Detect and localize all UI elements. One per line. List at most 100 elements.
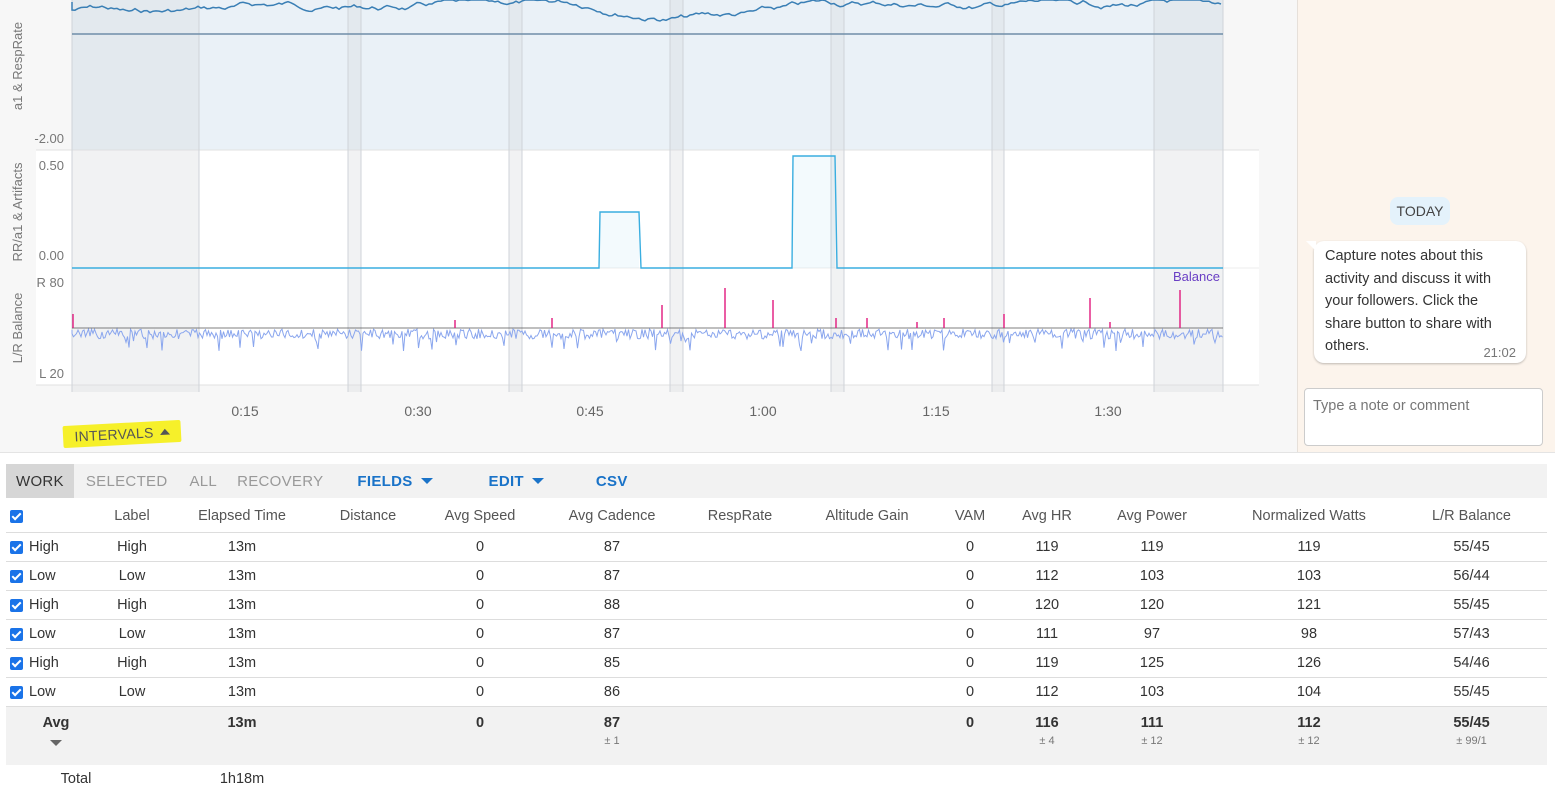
cell-label: Low	[106, 561, 158, 591]
select-all-checkbox[interactable]	[6, 500, 106, 533]
avg-hr-sd: ± 4	[1039, 735, 1055, 747]
comment-input[interactable]	[1304, 388, 1543, 446]
cell-elapsed: 13m	[158, 677, 326, 707]
total-label: Total	[60, 771, 92, 787]
avg-lr-sd: ± 99/1	[1456, 735, 1487, 747]
row-select[interactable]: Low	[6, 561, 106, 591]
col-header-altitude-gain[interactable]: Altitude Gain	[806, 500, 928, 533]
checkbox-checked-icon	[10, 540, 23, 554]
total-row: Total 1h18m	[6, 765, 1547, 793]
cell-elapsed: 13m	[158, 561, 326, 591]
checkbox-checked-icon	[10, 656, 23, 670]
avg-cadence: 87 ± 1	[550, 706, 674, 765]
cell-distance	[326, 590, 410, 620]
balance-series-label: Balance	[1173, 269, 1220, 284]
cell-altitude-gain	[806, 590, 928, 620]
today-badge: TODAY	[1390, 197, 1450, 225]
x-tick-1-15: 1:15	[922, 403, 949, 419]
table-row[interactable]: High High 13m 0 88 0 120 120 121 55/45	[6, 590, 1547, 620]
row-name: Low	[29, 626, 56, 642]
cell-avg-hr: 112	[1012, 677, 1082, 707]
table-row[interactable]: High High 13m 0 85 0 119 125 126 54/46	[6, 648, 1547, 678]
avg-resprate	[674, 706, 806, 765]
tab-selected[interactable]: SELECTED	[85, 472, 168, 490]
cell-vam: 0	[928, 619, 1012, 649]
caret-up-icon	[159, 428, 170, 436]
cell-avg-power: 125	[1082, 648, 1222, 678]
cell-avg-cadence: 85	[550, 648, 674, 678]
charts-svg[interactable]: a1 & RespRate -2.00 RR/a1 & Artifacts 0.…	[0, 0, 1297, 452]
artifact-fill	[793, 156, 835, 268]
col-header-distance[interactable]: Distance	[326, 500, 410, 533]
section-divider	[0, 452, 1555, 453]
col-header-label[interactable]: Label	[106, 500, 158, 533]
avg-power-sd: ± 12	[1141, 735, 1163, 747]
cell-lr-balance: 56/44	[1396, 561, 1547, 591]
col-header-avg-cadence[interactable]: Avg Cadence	[550, 500, 674, 533]
table-row[interactable]: High High 13m 0 87 0 119 119 119 55/45	[6, 532, 1547, 562]
avg-np-value: 112	[1297, 715, 1321, 731]
col-header-avg-speed[interactable]: Avg Speed	[410, 500, 550, 533]
interval-gap-band	[348, 0, 361, 392]
tab-work[interactable]: WORK	[6, 464, 74, 498]
tab-all[interactable]: ALL	[189, 472, 218, 490]
cell-avg-speed: 0	[410, 619, 550, 649]
cell-avg-power: 103	[1082, 677, 1222, 707]
cell-distance	[326, 561, 410, 591]
cell-avg-speed: 0	[410, 590, 550, 620]
interval-gap-band	[1154, 0, 1223, 392]
row-select[interactable]: High	[6, 590, 106, 620]
y-tick-balance-top: R 80	[37, 275, 64, 290]
intervals-table: Label Elapsed Time Distance Avg Speed Av…	[6, 500, 1547, 793]
col-header-avg-power[interactable]: Avg Power	[1082, 500, 1222, 533]
table-row[interactable]: Low Low 13m 0 87 0 112 103 103 56/44	[6, 561, 1547, 591]
row-select[interactable]: High	[6, 532, 106, 562]
cell-avg-cadence: 87	[550, 619, 674, 649]
col-header-normalized-watts[interactable]: Normalized Watts	[1222, 500, 1396, 533]
fields-menu-button[interactable]: FIELDS	[323, 464, 433, 498]
cell-avg-speed: 0	[410, 677, 550, 707]
a1-panel-background	[72, 0, 1223, 150]
cell-normalized-watts: 98	[1222, 619, 1396, 649]
col-header-elapsed[interactable]: Elapsed Time	[158, 500, 326, 533]
row-select[interactable]: Low	[6, 677, 106, 707]
cell-vam: 0	[928, 648, 1012, 678]
row-select[interactable]: Low	[6, 619, 106, 649]
avg-distance	[326, 706, 410, 765]
edit-menu-button[interactable]: EDIT	[433, 464, 544, 498]
cell-normalized-watts: 103	[1222, 561, 1396, 591]
csv-button[interactable]: CSV	[595, 472, 628, 490]
avg-lr: 55/45 ± 99/1	[1396, 706, 1547, 765]
avg-speed: 0	[410, 706, 550, 765]
cell-lr-balance: 55/45	[1396, 590, 1547, 620]
table-header-row: Label Elapsed Time Distance Avg Speed Av…	[6, 500, 1547, 533]
cell-normalized-watts: 104	[1222, 677, 1396, 707]
cell-normalized-watts: 119	[1222, 532, 1396, 562]
activity-chart[interactable]: a1 & RespRate -2.00 RR/a1 & Artifacts 0.…	[0, 0, 1297, 452]
table-row[interactable]: Low Low 13m 0 87 0 111 97 98 57/43	[6, 619, 1547, 649]
row-select[interactable]: High	[6, 648, 106, 678]
avg-hr: 116 ± 4	[1012, 706, 1082, 765]
col-header-lr-balance[interactable]: L/R Balance	[1396, 500, 1547, 533]
col-header-vam[interactable]: VAM	[928, 500, 1012, 533]
chevron-down-icon	[531, 478, 544, 484]
cell-label: High	[106, 648, 158, 678]
total-rest	[326, 765, 1547, 793]
cell-vam: 0	[928, 532, 1012, 562]
table-row[interactable]: Low Low 13m 0 86 0 112 103 104 55/45	[6, 677, 1547, 707]
avg-cadence-value: 87	[603, 715, 621, 731]
checkbox-checked-icon	[10, 569, 23, 583]
tab-recovery[interactable]: RECOVERY	[237, 472, 324, 490]
y-label-a1-resprate: a1 & RespRate	[10, 22, 25, 110]
cell-avg-hr: 119	[1012, 532, 1082, 562]
x-tick-0-45: 0:45	[576, 403, 603, 419]
cell-distance	[326, 648, 410, 678]
avg-vam: 0	[928, 706, 1012, 765]
cell-avg-hr: 112	[1012, 561, 1082, 591]
row-name: Low	[29, 568, 56, 584]
avg-label-cell[interactable]: Avg	[6, 706, 106, 765]
cell-resprate	[674, 619, 806, 649]
col-header-avg-hr[interactable]: Avg HR	[1012, 500, 1082, 533]
col-header-resprate[interactable]: RespRate	[674, 500, 806, 533]
cell-elapsed: 13m	[158, 619, 326, 649]
